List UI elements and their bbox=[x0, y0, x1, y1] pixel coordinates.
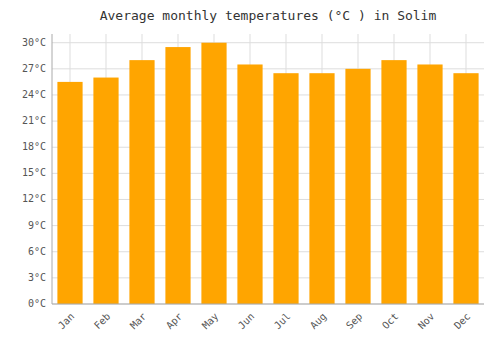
y-tick-label: 15°C bbox=[22, 167, 46, 178]
grid bbox=[52, 34, 484, 304]
x-tick-label: May bbox=[200, 311, 221, 332]
x-tick-label: Jul bbox=[272, 311, 293, 332]
y-axis-line bbox=[52, 34, 53, 304]
bar bbox=[381, 60, 406, 304]
x-tick-label: Jun bbox=[236, 311, 257, 332]
bar bbox=[129, 60, 154, 304]
bar bbox=[309, 73, 334, 304]
x-tick-label: Oct bbox=[380, 311, 401, 332]
y-tick-label: 27°C bbox=[22, 63, 46, 74]
x-tick-label: Feb bbox=[92, 311, 113, 332]
y-tick-label: 30°C bbox=[22, 37, 46, 48]
y-tick-label: 12°C bbox=[22, 193, 46, 204]
bar bbox=[273, 73, 298, 304]
x-tick-label: Aug bbox=[308, 311, 329, 332]
bar bbox=[345, 69, 370, 304]
chart: 0°C 3°C 6°C 9°C 12°C 15°C 18°C 21°C 24°C 27°C 30°C… bbox=[0, 0, 500, 350]
bar bbox=[453, 73, 478, 304]
x-tick-label: Mar bbox=[128, 311, 149, 332]
bar bbox=[57, 82, 82, 304]
x-tick-label: Nov bbox=[416, 311, 437, 332]
chart-container: 0°C 3°C 6°C 9°C 12°C 15°C 18°C 21°C 24°C 27°C 30°C… bbox=[0, 0, 500, 350]
y-tick-label: 24°C bbox=[22, 89, 46, 100]
title: Average monthly temperatures (°C ) in So… bbox=[100, 8, 437, 23]
bar bbox=[417, 64, 442, 304]
y-grid-line bbox=[52, 42, 484, 43]
bars bbox=[57, 43, 478, 304]
x-tick-label: Apr bbox=[164, 311, 185, 332]
x-tick-label: Dec bbox=[452, 311, 473, 332]
x-axis-line bbox=[52, 304, 484, 305]
y-tick-label: 9°C bbox=[28, 220, 46, 231]
y-tick-label: 3°C bbox=[28, 272, 46, 283]
y-tick-label: 18°C bbox=[22, 141, 46, 152]
y-grid-line bbox=[52, 304, 484, 305]
y-tick-label: 6°C bbox=[28, 246, 46, 257]
x-tick-label: Jan bbox=[56, 311, 77, 332]
bar bbox=[165, 47, 190, 304]
bar bbox=[237, 64, 262, 304]
bar bbox=[201, 43, 226, 304]
bar bbox=[93, 78, 118, 304]
x-tick-label: Sep bbox=[344, 311, 365, 332]
y-tick-label: 21°C bbox=[22, 115, 46, 126]
y-tick-label: 0°C bbox=[28, 298, 46, 309]
